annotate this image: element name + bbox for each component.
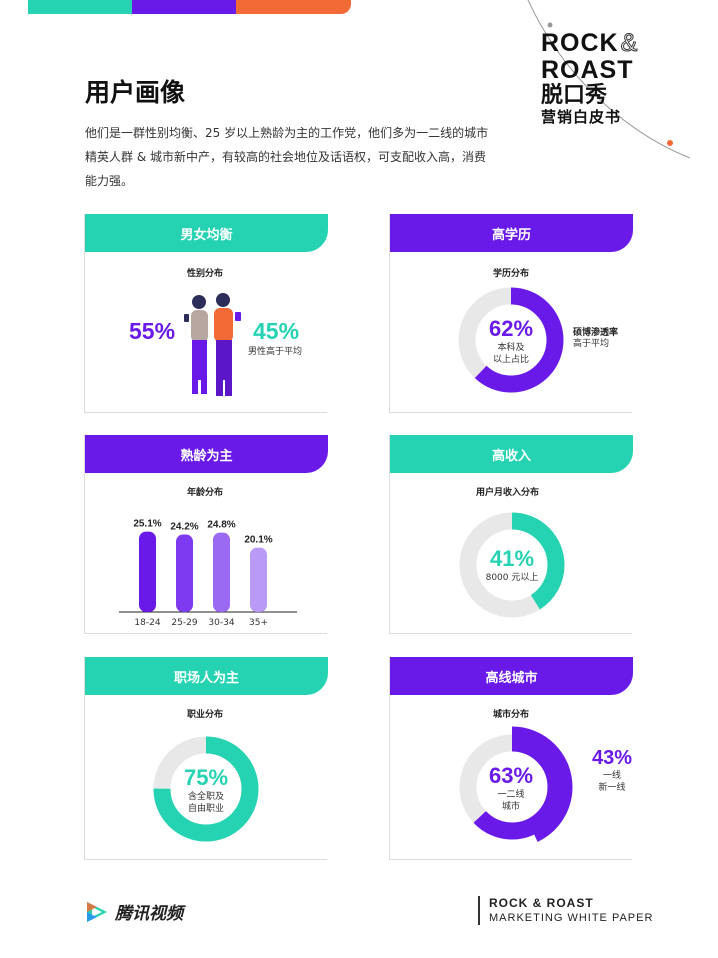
education-center: 62% 本科及 以上占比 [486,316,536,366]
education-side-note: 硕博渗透率 高于平均 [573,325,618,350]
brand-rock: ROCK [541,29,619,57]
income-center: 41% 8000 元以上 [477,546,547,584]
city-side-note: 43% 一线 新一线 [592,747,632,794]
job-percent: 75% [183,765,229,790]
education-center-l2: 以上占比 [492,355,529,365]
footer-logo: 腾讯视频 [85,899,183,924]
education-donut [458,287,564,393]
card-education: 高学历 学历分布 62% 本科及 以上占比 硕博渗透率 高于平均 [389,214,633,413]
city-side-l2: 新一线 [598,783,626,793]
card-city-subtitle: 城市分布 [493,710,530,720]
job-donut [153,736,259,842]
card-education-subtitle: 学历分布 [493,269,530,279]
male-percent: 45% [253,318,300,344]
job-donut-arc [153,736,259,842]
footer-brand: ROCK & ROAST MARKETING WHITE PAPER [478,896,653,925]
footer-brand-l2: MARKETING WHITE PAPER [489,912,654,924]
brand-amp: & [620,29,639,57]
income-center-l1: 8000 元以上 [485,573,539,583]
job-center-l1: 含全职及 [187,792,224,802]
age-category-label-30-34: 30-34 [208,618,234,628]
card-gender: 男女均衡 性别分布 55% 45% 男性高于平均 [84,214,328,413]
card-income: 高收入 用户月收入分布 41% 8000 元以上 [389,435,633,634]
age-bar-25-29 [176,534,193,612]
card-job: 职场人为主 职业分布 75% 含全职及 自由职业 [84,657,328,860]
top-band-purple [132,0,242,14]
age-bar-label-25-29: 24.2% [170,522,198,533]
tencent-video-play-icon [87,901,107,922]
income-donut-arc [459,512,565,618]
card-age-header: 熟龄为主 [85,435,328,473]
city-donut-outer-arc [457,726,573,848]
footer-brand-l1: ROCK & ROAST [489,896,594,910]
card-gender-header: 男女均衡 [85,214,328,252]
city-donut [457,726,573,848]
card-age-subtitle: 年龄分布 [187,488,224,498]
city-percent: 63% [488,763,534,788]
income-percent: 41% [489,546,535,571]
brand-logo: ROCK& ROAST 脱口秀 营销白皮书 [541,29,681,126]
card-city-header: 高线城市 [390,657,633,695]
education-center-l1: 本科及 [497,343,525,353]
education-side-l1: 硕博渗透率 [573,328,619,338]
top-band-orange [236,0,351,14]
education-donut-arc [458,287,564,393]
age-bar-label-18-24: 25.1% [133,519,161,530]
age-category-label-25-29: 25-29 [171,618,197,628]
age-bar-label-30-34: 24.8% [207,520,235,531]
city-donut-arc [459,734,565,840]
card-city: 高线城市 城市分布 63% 一二线 城市 43% 一线 新一线 [389,657,633,860]
card-income-subtitle: 用户月收入分布 [476,488,540,498]
card-income-header: 高收入 [390,435,633,473]
age-bar-30-34 [213,532,230,612]
income-donut [459,512,565,618]
city-side-percent: 43% [592,747,633,769]
card-job-subtitle: 职业分布 [187,710,224,720]
brand-cn-title: 脱口秀 [541,83,608,108]
page-title: 用户画像 [85,78,186,107]
brand-cn-sub: 营销白皮书 [541,108,622,126]
card-gender-subtitle: 性别分布 [187,269,224,279]
decorative-arc [527,0,691,159]
job-center: 75% 含全职及 自由职业 [176,765,236,815]
card-education-header: 高学历 [390,214,633,252]
city-center: 63% 一二线 城市 [486,763,536,813]
card-age: 熟龄为主 年龄分布 25.1% 18-24 24.2% 25-29 24.8% 30-34… [84,435,328,634]
card-job-header: 职场人为主 [85,657,328,695]
brand-roast: ROAST [541,56,634,84]
education-percent: 62% [488,316,534,341]
age-bar-35+ [250,547,267,612]
job-center-l2: 自由职业 [187,804,224,814]
top-band-teal [28,0,138,14]
city-side-l1: 一线 [603,771,622,781]
female-percent: 55% [129,318,176,344]
couple-illustration-icon [184,293,241,396]
city-center-l1: 一二线 [497,790,525,800]
age-bar-18-24 [139,531,156,612]
education-side-l2: 高于平均 [573,339,610,349]
age-category-label-18-24: 18-24 [134,618,160,628]
age-bar-chart: 25.1% 18-24 24.2% 25-29 24.8% 30-34 20.1% 35+ [119,519,297,628]
age-bar-label-35+: 20.1% [244,535,272,546]
intro-paragraph: 他们是一群性别均衡、25 岁以上熟龄为主的工作党，他们多为一二线的城市精英人群 … [85,126,489,188]
male-note: 男性高于平均 [248,347,303,357]
age-category-label-35+: 35+ [249,618,268,628]
city-center-l2: 城市 [501,802,520,812]
footer-logo-text: 腾讯视频 [115,904,183,924]
